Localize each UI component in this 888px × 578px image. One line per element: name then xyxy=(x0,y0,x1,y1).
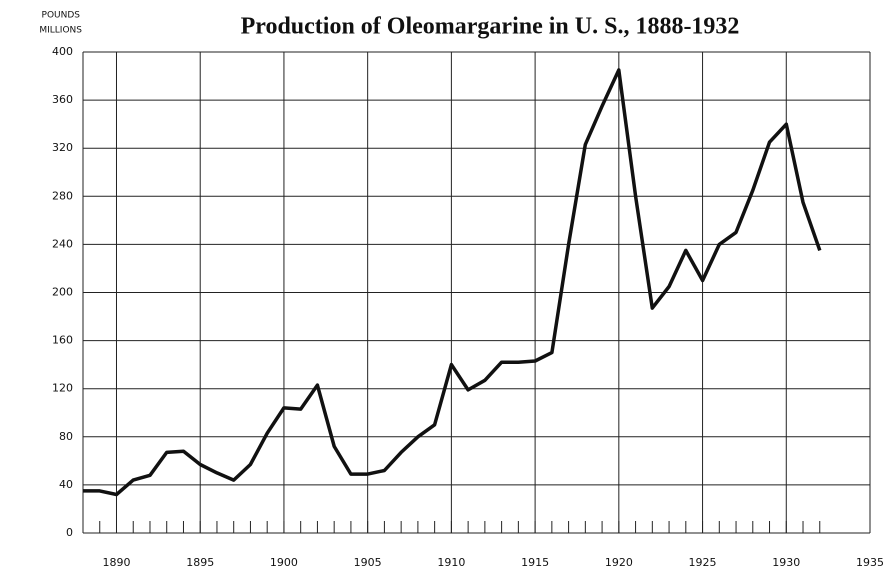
x-tick-label: 1900 xyxy=(270,556,298,569)
x-tick-label: 1925 xyxy=(689,556,717,569)
x-tick-label: 1910 xyxy=(437,556,465,569)
y-axis-label: MILLIONS xyxy=(39,26,82,36)
x-tick-label: 1915 xyxy=(521,556,549,569)
y-tick-label: 40 xyxy=(59,478,73,491)
y-tick-label: 360 xyxy=(52,93,73,106)
x-tick-label: 1890 xyxy=(102,556,130,569)
y-tick-label: 0 xyxy=(66,526,73,539)
y-tick-label: 80 xyxy=(59,430,73,443)
y-tick-label: 320 xyxy=(52,141,73,154)
data-line xyxy=(83,68,822,497)
y-tick-label: 120 xyxy=(52,382,73,395)
y-tick-label: 160 xyxy=(52,334,73,347)
y-tick-label: 240 xyxy=(52,237,73,250)
x-tick-label: 1920 xyxy=(605,556,633,569)
x-tick-label: 1935 xyxy=(856,556,884,569)
y-tick-label: 400 xyxy=(52,45,73,58)
y-tick-label: 280 xyxy=(52,189,73,202)
y-axis-label: POUNDS xyxy=(42,11,81,21)
chart-title: Production of Oleomargarine in U. S., 18… xyxy=(241,14,740,40)
x-tick-label: 1895 xyxy=(186,556,214,569)
y-tick-label: 200 xyxy=(52,286,73,299)
x-tick-label: 1905 xyxy=(354,556,382,569)
x-tick-label: 1930 xyxy=(772,556,800,569)
